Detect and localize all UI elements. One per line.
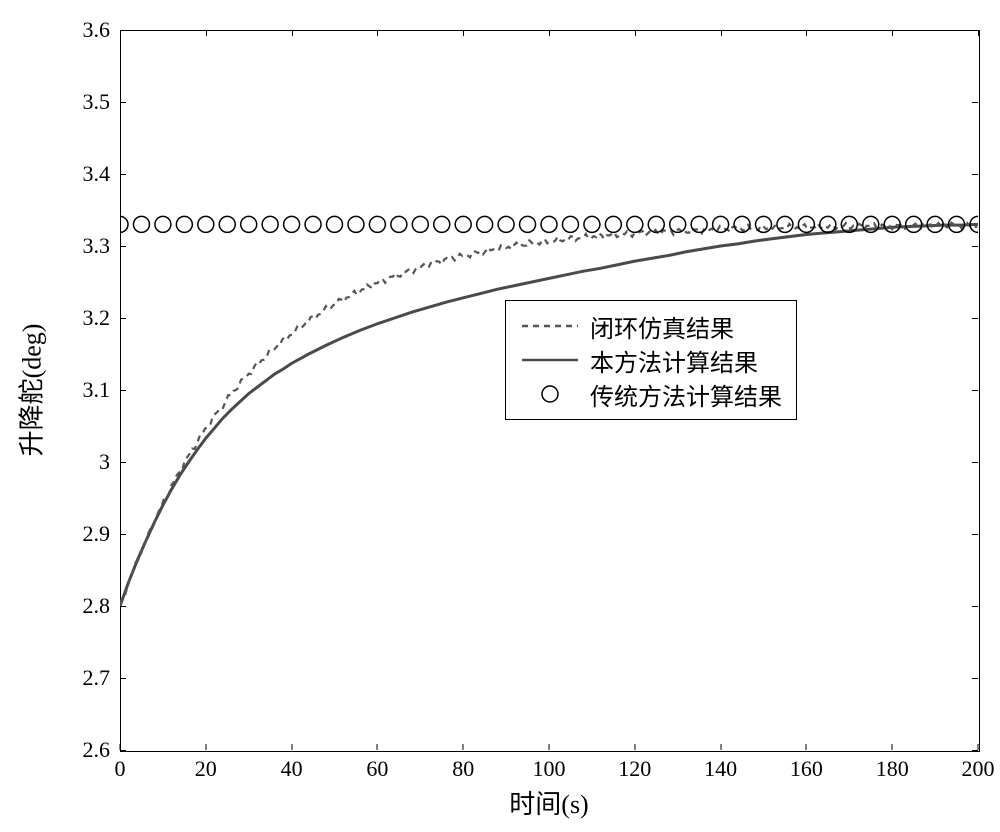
legend-item: 闭环仿真结果 — [520, 309, 782, 343]
legend-swatch — [520, 345, 580, 375]
legend-label: 闭环仿真结果 — [590, 309, 734, 344]
x-tick-label: 120 — [618, 756, 651, 782]
legend-item: 本方法计算结果 — [520, 343, 782, 377]
y-axis-label: 升降舵(deg) — [12, 324, 49, 457]
y-tick-label: 2.7 — [68, 665, 110, 691]
x-tick-label: 200 — [962, 756, 995, 782]
y-tick-label: 3 — [68, 449, 110, 475]
legend-label: 本方法计算结果 — [590, 343, 758, 378]
y-tick-label: 3.1 — [68, 377, 110, 403]
x-axis-label: 时间(s) — [509, 784, 588, 821]
x-tick-label: 160 — [790, 756, 823, 782]
x-tick-label: 100 — [533, 756, 566, 782]
legend-item: 传统方法计算结果 — [520, 377, 782, 411]
x-tick-label: 40 — [281, 756, 303, 782]
chart-container: 升降舵(deg) 时间(s) 闭环仿真结果本方法计算结果传统方法计算结果 0 20… — [0, 0, 1000, 832]
x-tick-label: 80 — [452, 756, 474, 782]
legend-swatch — [520, 311, 580, 341]
y-tick-label: 3.4 — [68, 161, 110, 187]
legend-label: 传统方法计算结果 — [590, 377, 782, 412]
legend: 闭环仿真结果本方法计算结果传统方法计算结果 — [505, 300, 797, 420]
y-tick-label: 2.6 — [68, 737, 110, 763]
x-tick-label: 20 — [195, 756, 217, 782]
y-tick-label: 3.6 — [68, 17, 110, 43]
x-tick-label: 180 — [876, 756, 909, 782]
y-tick-label: 3.5 — [68, 89, 110, 115]
x-tick-label: 60 — [366, 756, 388, 782]
y-tick-label: 2.8 — [68, 593, 110, 619]
x-tick-label: 140 — [704, 756, 737, 782]
y-tick-label: 3.2 — [68, 305, 110, 331]
legend-swatch — [520, 379, 580, 409]
y-tick-label: 2.9 — [68, 521, 110, 547]
x-tick-label: 0 — [115, 756, 126, 782]
y-tick-label: 3.3 — [68, 233, 110, 259]
